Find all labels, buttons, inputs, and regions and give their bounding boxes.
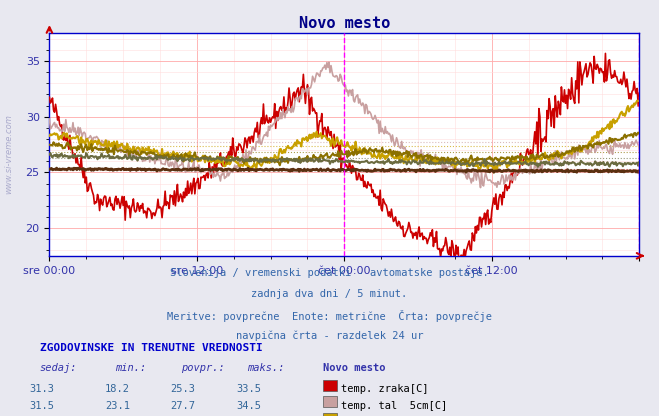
Text: 31.3: 31.3 [29,384,54,394]
Text: Slovenija / vremenski podatki - avtomatske postaje.: Slovenija / vremenski podatki - avtomats… [170,268,489,278]
Title: Novo mesto: Novo mesto [299,16,390,31]
Text: 25.3: 25.3 [171,384,196,394]
Text: temp. zraka[C]: temp. zraka[C] [341,384,429,394]
Text: sedaj:: sedaj: [40,363,77,373]
Text: min.:: min.: [115,363,146,373]
Text: temp. tal  5cm[C]: temp. tal 5cm[C] [341,401,447,411]
Text: www.si-vreme.com: www.si-vreme.com [4,114,13,194]
Text: 33.5: 33.5 [237,384,262,394]
Text: ZGODOVINSKE IN TRENUTNE VREDNOSTI: ZGODOVINSKE IN TRENUTNE VREDNOSTI [40,343,262,353]
Text: zadnja dva dni / 5 minut.: zadnja dva dni / 5 minut. [251,289,408,299]
Text: 34.5: 34.5 [237,401,262,411]
Text: 18.2: 18.2 [105,384,130,394]
Text: maks.:: maks.: [247,363,285,373]
Text: Novo mesto: Novo mesto [323,363,386,373]
Text: 27.7: 27.7 [171,401,196,411]
Text: 31.5: 31.5 [29,401,54,411]
Text: 23.1: 23.1 [105,401,130,411]
Text: povpr.:: povpr.: [181,363,225,373]
Text: navpična črta - razdelek 24 ur: navpična črta - razdelek 24 ur [236,331,423,341]
Text: Meritve: povprečne  Enote: metrične  Črta: povprečje: Meritve: povprečne Enote: metrične Črta:… [167,310,492,322]
